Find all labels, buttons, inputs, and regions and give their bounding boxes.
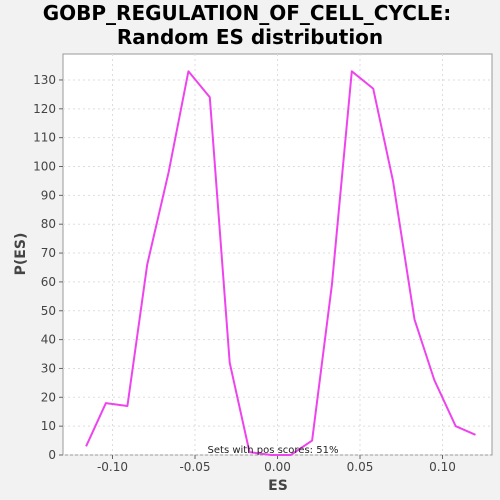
y-tick-label: 30 — [41, 361, 56, 375]
y-tick-label: 130 — [33, 73, 56, 87]
y-tick-label: 0 — [48, 448, 56, 462]
x-tick-label: 0.00 — [264, 460, 291, 474]
y-tick-label: 20 — [41, 390, 56, 404]
x-tick-label: 0.10 — [429, 460, 456, 474]
pos-scores-annotation: Sets with pos scores: 51% — [208, 445, 339, 456]
x-tick-label: -0.10 — [97, 460, 128, 474]
y-tick-label: 80 — [41, 217, 56, 231]
x-axis-label: ES — [268, 478, 288, 494]
chart-title-line1: GOBP_REGULATION_OF_CELL_CYCLE: — [43, 1, 452, 25]
y-tick-label: 90 — [41, 188, 56, 202]
series-line — [85, 70, 476, 456]
y-tick-label: 70 — [41, 246, 56, 260]
y-tick-label: 50 — [41, 304, 56, 318]
chart-title-line2: Random ES distribution — [117, 25, 383, 49]
y-tick-label: 100 — [33, 160, 56, 174]
y-tick-label: 110 — [33, 131, 56, 145]
axis-ticks: 0 10 20 30 40 50 60 70 80 90 100 110 120 130 -0.10 -0.0… — [33, 73, 456, 474]
y-tick-label: 10 — [41, 419, 56, 433]
y-tick-label: 60 — [41, 275, 56, 289]
y-tick-label: 120 — [33, 102, 56, 116]
x-tick-label: 0.05 — [347, 460, 374, 474]
x-tick-label: -0.05 — [179, 460, 210, 474]
y-tick-label: 40 — [41, 333, 56, 347]
grid-lines — [63, 54, 492, 456]
y-axis-label: P(ES) — [13, 233, 29, 276]
